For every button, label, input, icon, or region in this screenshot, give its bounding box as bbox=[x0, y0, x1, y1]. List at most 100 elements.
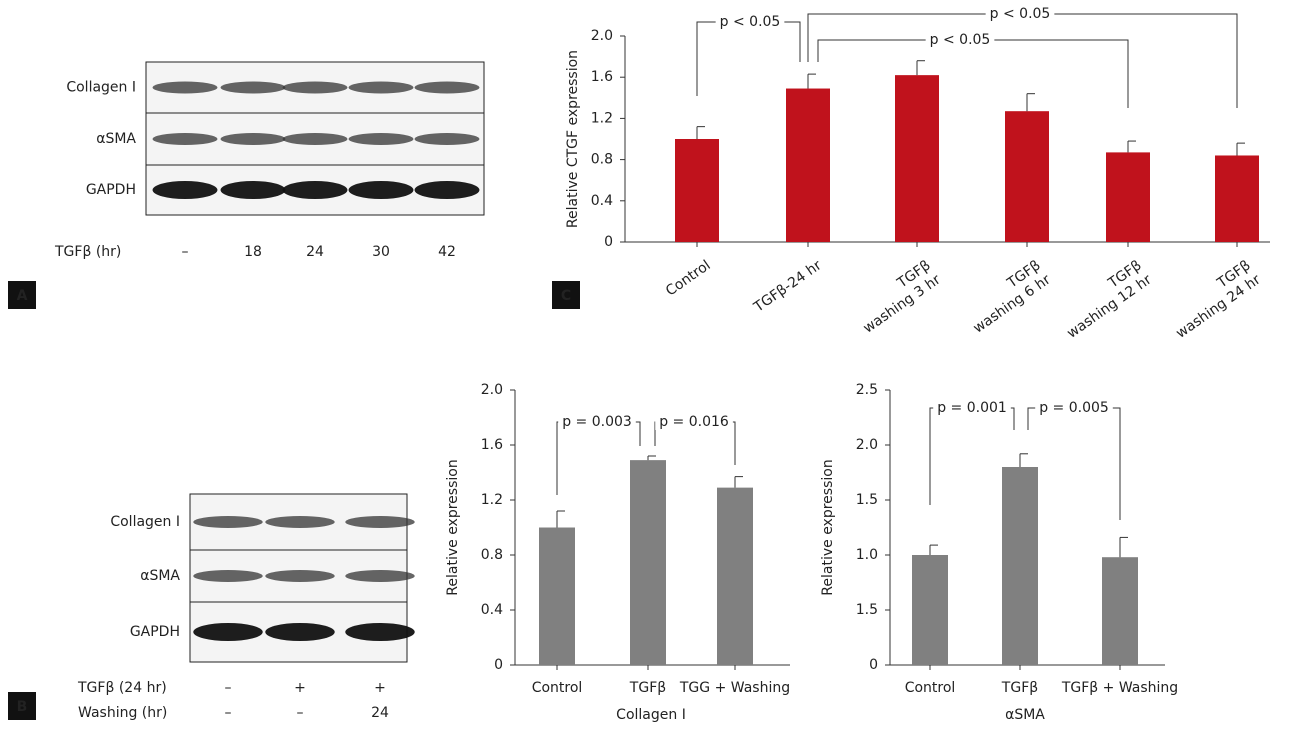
y-axis-label: Relative expression bbox=[445, 459, 461, 595]
condition-label: TGFβ (24 hr) bbox=[77, 680, 167, 696]
blot-band bbox=[348, 181, 414, 199]
significance-bracket bbox=[556, 421, 641, 495]
bar bbox=[717, 487, 753, 665]
significance-label: p = 0.016 bbox=[659, 414, 729, 430]
lane-label: 24 bbox=[371, 705, 389, 721]
lane-label: – bbox=[225, 705, 232, 721]
y-tick-label: 0.8 bbox=[481, 547, 503, 563]
y-tick-label: 0.4 bbox=[591, 193, 613, 209]
annotation-background bbox=[1035, 400, 1113, 416]
x-tick-label: Control bbox=[905, 680, 956, 696]
panel-label: B bbox=[17, 699, 28, 715]
lane-label: – bbox=[182, 244, 189, 260]
lane-label: 24 bbox=[306, 244, 324, 260]
significance-label: p < 0.05 bbox=[930, 32, 991, 48]
x-tick-label: TGFβwashing 12 hr bbox=[1054, 257, 1155, 341]
blot-band bbox=[220, 81, 286, 94]
blot-band bbox=[345, 623, 415, 641]
lane-label: 42 bbox=[438, 244, 456, 260]
blot-row-label: Collagen I bbox=[66, 80, 136, 96]
blot-row-label: GAPDH bbox=[86, 182, 136, 198]
condition-label: TGFβ (hr) bbox=[54, 244, 121, 260]
y-tick-label: 0.8 bbox=[591, 152, 613, 168]
blot-band bbox=[265, 570, 335, 582]
significance-label: p = 0.005 bbox=[1039, 400, 1109, 416]
y-tick-label: 0 bbox=[604, 234, 613, 250]
panel-label: C bbox=[561, 288, 571, 304]
lane-label: – bbox=[225, 680, 232, 696]
y-tick-label: 0 bbox=[494, 657, 503, 673]
lane-label: – bbox=[297, 705, 304, 721]
bar bbox=[786, 88, 830, 242]
significance-label: p = 0.003 bbox=[562, 414, 632, 430]
y-tick-label: 0 bbox=[869, 657, 878, 673]
x-tick-label: TGFβ bbox=[1001, 680, 1038, 696]
blot-band bbox=[345, 570, 415, 582]
blot-band bbox=[265, 623, 335, 641]
y-tick-label: 1.5 bbox=[856, 492, 878, 508]
x-axis-label: αSMA bbox=[1005, 707, 1045, 723]
blot-band bbox=[193, 623, 263, 641]
bar bbox=[912, 555, 948, 665]
blot-band bbox=[345, 516, 415, 528]
blot-band bbox=[414, 133, 480, 145]
lane-label: 30 bbox=[372, 244, 390, 260]
blot-band bbox=[414, 181, 480, 199]
blot-band bbox=[193, 516, 263, 528]
bar bbox=[630, 460, 666, 665]
annotation-background bbox=[715, 14, 785, 30]
blot-band bbox=[220, 181, 286, 199]
lane-label: + bbox=[374, 680, 386, 696]
bar bbox=[895, 75, 939, 242]
bar bbox=[675, 139, 719, 242]
blot-band bbox=[265, 516, 335, 528]
y-tick-label: 0.4 bbox=[481, 602, 503, 618]
significance-label: p = 0.001 bbox=[937, 400, 1007, 416]
blot-row-label: αSMA bbox=[140, 568, 180, 584]
significance-bracket bbox=[807, 13, 1238, 108]
x-tick-label: TGFβ bbox=[629, 680, 666, 696]
x-tick-label: Control bbox=[663, 257, 714, 299]
blot-band bbox=[348, 81, 414, 94]
blot-band bbox=[220, 133, 286, 145]
annotation-background bbox=[925, 32, 995, 48]
x-tick-label: TGFβwashing 24 hr bbox=[1163, 257, 1264, 341]
blot-row-label: GAPDH bbox=[130, 624, 180, 640]
x-tick-label: TGFβwashing 6 hr bbox=[960, 257, 1053, 336]
panel-label: A bbox=[17, 288, 28, 304]
blot-row-label: Collagen I bbox=[110, 514, 180, 530]
blot-band bbox=[414, 81, 480, 94]
bar bbox=[1106, 152, 1150, 242]
blot-band bbox=[282, 181, 348, 199]
significance-label: p < 0.05 bbox=[990, 6, 1051, 22]
blot-band bbox=[282, 81, 348, 94]
significance-bracket bbox=[696, 21, 801, 96]
lane-label: + bbox=[294, 680, 306, 696]
condition-label: Washing (hr) bbox=[78, 705, 167, 721]
blot-band bbox=[152, 133, 218, 145]
x-tick-label: TGFβ + Washing bbox=[1061, 680, 1178, 696]
x-tick-label: TGFβwashing 3 hr bbox=[850, 257, 943, 336]
y-tick-label: 2.0 bbox=[591, 28, 613, 44]
y-tick-label: 1.6 bbox=[591, 69, 613, 85]
panel-label-box bbox=[552, 281, 580, 309]
panel-label-box bbox=[8, 281, 36, 309]
significance-bracket bbox=[929, 407, 1015, 505]
blot-band bbox=[348, 133, 414, 145]
bar bbox=[1005, 111, 1049, 242]
significance-label: p < 0.05 bbox=[720, 14, 781, 30]
bar bbox=[1102, 557, 1138, 665]
blot-row-label: αSMA bbox=[96, 131, 136, 147]
y-tick-label: 1.6 bbox=[481, 437, 503, 453]
annotation-background bbox=[985, 6, 1055, 22]
x-tick-label: TGG + Washing bbox=[679, 680, 790, 696]
annotation-background bbox=[933, 400, 1011, 416]
x-axis-label: Collagen I bbox=[616, 707, 686, 723]
y-tick-label: 2.5 bbox=[856, 382, 878, 398]
x-tick-label: TGFβ-24 hr bbox=[750, 257, 824, 316]
y-axis-label: Relative CTGF expression bbox=[565, 50, 581, 228]
annotation-background bbox=[655, 414, 733, 430]
significance-bracket bbox=[1027, 407, 1121, 520]
blot-band bbox=[152, 81, 218, 94]
